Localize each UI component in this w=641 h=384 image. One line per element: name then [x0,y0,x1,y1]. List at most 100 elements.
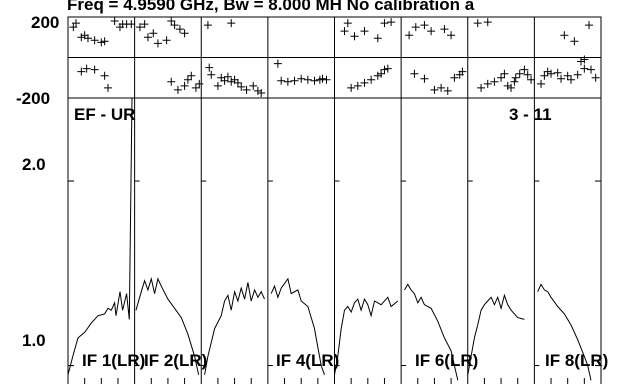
phase-point [310,76,319,85]
phase-point [353,81,362,90]
phase-point [90,36,99,45]
baseline-label: EF - UR [74,105,135,124]
amp-line-4 [270,277,325,375]
phase-point [450,73,459,82]
phase-point [360,27,369,36]
phase-point [227,19,236,28]
phase-point [520,65,529,74]
phase-point [100,37,109,46]
phase-point [205,63,214,72]
phase-point [77,67,86,76]
chart-title: Freq = 4.9590 GHz, Bw = 8.000 MH No cali… [67,0,475,14]
if-label: IF 4(LR) [276,351,339,370]
phase-point [373,34,382,43]
phase-point [585,21,594,30]
amp-line-8 [537,283,592,381]
phase-point [553,68,562,77]
phase-point [515,69,524,78]
phase-point [547,69,556,78]
phase-point [537,79,546,88]
phase-point [153,39,162,48]
phase-point [570,37,579,46]
phase-point [273,59,282,68]
amp-ytick-1: 1.0 [22,331,46,350]
phase-point [411,23,420,32]
phase-point [100,71,109,80]
phase-point [83,34,92,43]
if-label: IF 1(LR) [82,351,145,370]
phase-point [340,27,349,36]
phase-point [377,69,386,78]
phase-point [213,81,222,90]
phase-point [440,25,449,34]
phase-point [523,70,532,79]
phase-point [290,76,299,85]
phase-point [540,71,549,80]
amp-line-5 [334,296,399,375]
phase-point [249,81,258,90]
phase-point [580,64,589,73]
channel-label: 3 - 11 [509,105,552,124]
phase-point [560,31,569,40]
amp-line-2 [135,276,200,375]
phase-point [420,21,429,30]
phase-point [580,55,589,64]
phase-point [71,19,80,28]
phase-point [183,75,192,84]
amp-line-3 [204,282,265,375]
phase-point [430,85,439,94]
phase-point [303,75,312,84]
phase-point [149,29,158,38]
phase-point [503,81,512,90]
phase-point [447,31,456,40]
phase-point [223,72,232,81]
phase-point [167,17,176,26]
phase-point [511,73,520,82]
amp-line-7 [467,293,525,375]
phase-point [170,21,179,30]
phase-point [135,23,144,32]
phase-point [143,33,152,42]
phase-point [77,33,86,42]
phase-point [383,64,392,73]
phase-point [69,23,78,32]
phase-point [473,19,482,28]
phase-point [380,65,389,74]
phase-point [427,27,436,36]
phase-point [90,65,99,74]
phase-ytick-bottom: -200 [16,89,50,108]
if-label: IF 6(LR) [415,351,478,370]
phase-point [195,79,204,88]
phase-point [203,21,212,30]
phase-point [483,18,492,27]
phase-point [573,70,582,79]
phase-point [82,64,91,73]
phase-point [500,69,509,78]
amp-line-1 [67,97,133,375]
phase-point [380,19,389,28]
phase-point [543,67,552,76]
phase-point [97,38,106,47]
phase-point [367,75,376,84]
phase-point [567,75,576,84]
phase-point [297,74,306,83]
amp-line-6 [404,283,459,381]
phase-point [510,77,519,86]
phase-point [360,78,369,87]
phase-point [373,71,382,80]
phase-point [563,71,572,80]
phase-point [207,70,216,79]
amp-ytick-2: 2.0 [22,155,46,174]
phase-ytick-top: 200 [31,13,59,32]
phase-point [103,83,112,92]
phase-point [283,77,292,86]
phase-point [477,83,486,92]
phase-point [253,86,262,95]
phase-point [242,85,251,94]
phase-point [458,67,467,76]
phase-point [322,75,331,84]
phase-point [437,83,446,92]
phase-point [591,73,600,82]
phase-point [350,32,359,41]
